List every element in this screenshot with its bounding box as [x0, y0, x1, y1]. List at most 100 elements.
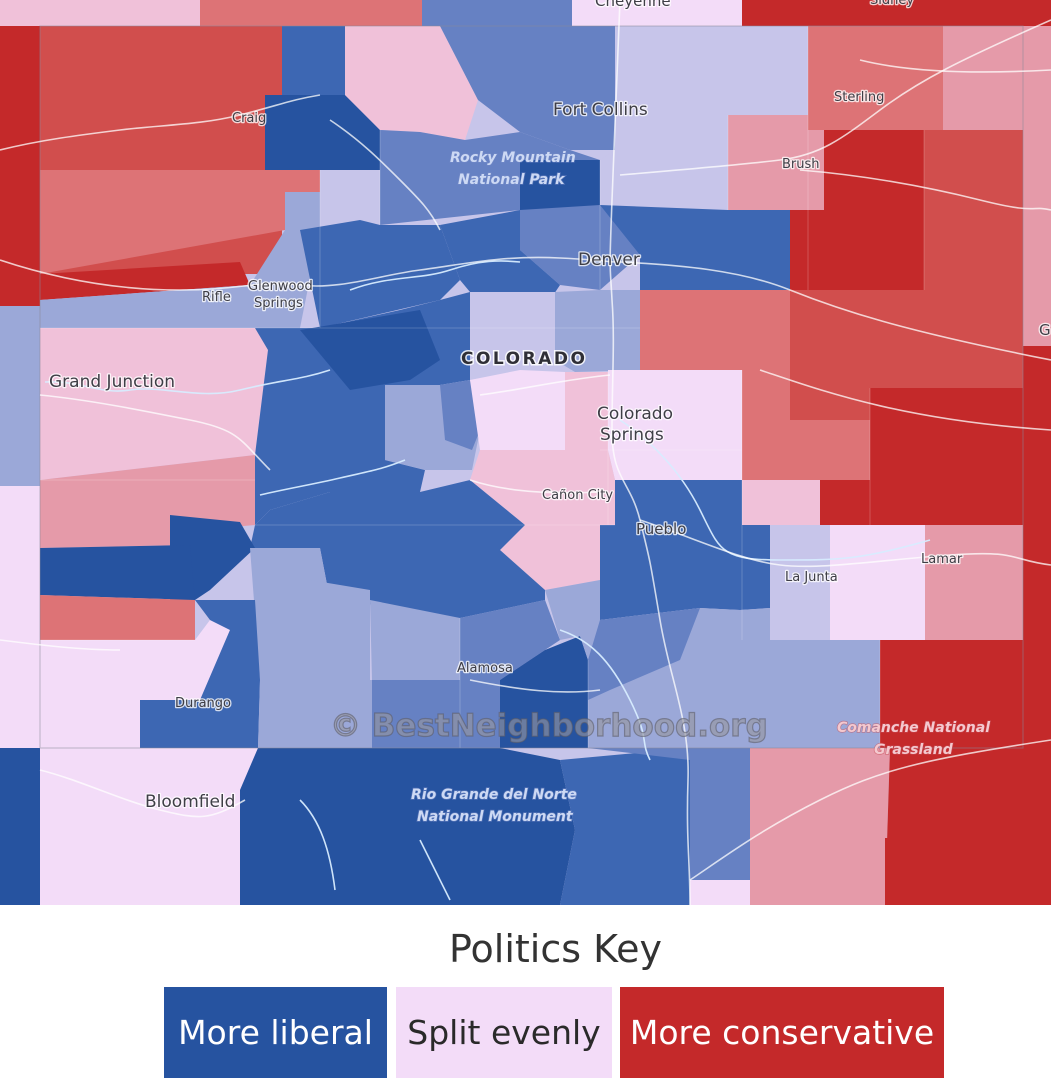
region [808, 26, 943, 130]
city-label: Cheyenne [595, 0, 671, 10]
city-label: Lamar [921, 552, 963, 567]
region [440, 26, 615, 150]
region [1023, 26, 1051, 346]
region [40, 262, 250, 300]
politics-map: Cheyenne Sidney Fort Collins Sterling Cr… [0, 0, 1051, 905]
region [925, 525, 1023, 640]
legend-item-more-liberal: More liberal [164, 987, 387, 1078]
legend-item-more-conservative: More conservative [620, 987, 944, 1078]
city-label: Craig [232, 111, 266, 126]
region [608, 370, 742, 480]
region [300, 310, 440, 390]
city-label: G [1039, 321, 1051, 339]
region [0, 748, 40, 905]
region [790, 210, 830, 290]
park-label: National Park [458, 172, 566, 188]
region [770, 525, 830, 640]
highways [0, 0, 1051, 905]
city-label: Fort Collins [553, 100, 648, 120]
region [440, 380, 480, 450]
city-label: Denver [578, 250, 640, 270]
state-label: COLORADO [461, 349, 587, 369]
region [300, 220, 460, 328]
region [600, 480, 770, 620]
region [588, 748, 750, 905]
region [372, 680, 500, 748]
region [140, 600, 260, 748]
region [258, 680, 372, 748]
region [742, 0, 1051, 26]
city-label: La Junta [785, 570, 838, 585]
city-label: Rifle [202, 290, 231, 305]
region [572, 0, 742, 26]
park-label: National Monument [417, 809, 574, 825]
region [422, 0, 572, 26]
city-label: Brush [782, 157, 820, 172]
county-regions [0, 0, 1051, 905]
region [40, 170, 320, 274]
politics-key: Politics Key More liberal Split evenly M… [0, 905, 1051, 1082]
region [790, 290, 1023, 420]
region [820, 480, 870, 525]
park-label: Rocky Mountain [450, 150, 576, 166]
city-label: Springs [600, 425, 664, 445]
region [200, 0, 422, 26]
region [40, 748, 258, 905]
region [750, 748, 890, 905]
region [943, 26, 1023, 130]
map-labels: Cheyenne Sidney Fort Collins Sterling Cr… [48, 0, 1051, 826]
region [370, 600, 460, 680]
region [40, 620, 230, 748]
city-label: Springs [254, 296, 303, 311]
city-label: Alamosa [457, 661, 513, 676]
region [0, 486, 40, 748]
region [470, 370, 565, 450]
region [240, 748, 575, 905]
colorado-state-border [39, 25, 1024, 749]
city-label: Glenwood [248, 279, 313, 294]
region [265, 95, 380, 170]
region [40, 192, 320, 328]
region [500, 636, 588, 748]
region [500, 525, 600, 590]
region [742, 480, 820, 525]
region [250, 480, 545, 620]
region [40, 595, 195, 640]
legend-label: More liberal [178, 1013, 373, 1052]
park-label: Rio Grande del Norte [411, 787, 577, 803]
region [824, 130, 924, 290]
region [885, 838, 1051, 905]
city-label: Sidney [870, 0, 914, 8]
region [555, 290, 640, 372]
watermark: © BestNeighborhood.org [330, 708, 768, 744]
region [588, 608, 700, 700]
region [460, 600, 560, 680]
region [0, 0, 200, 26]
rivers [44, 260, 931, 901]
city-label: Grand Junction [49, 372, 175, 392]
county-boundaries [40, 26, 925, 748]
region [830, 525, 925, 640]
region [924, 130, 1023, 290]
city-label: Cañon City [542, 488, 613, 503]
city-label: Durango [175, 696, 231, 711]
park-label: Comanche National [837, 720, 990, 736]
region [728, 115, 824, 210]
region [345, 26, 478, 140]
region [310, 580, 370, 680]
city-label: Colorado [597, 404, 673, 424]
region [870, 388, 1023, 525]
city-label: Pueblo [636, 520, 686, 538]
region [560, 748, 690, 905]
region [0, 26, 40, 306]
legend-item-split-evenly: Split evenly [396, 987, 612, 1078]
region [600, 26, 808, 210]
region [470, 450, 615, 525]
region [470, 292, 555, 380]
legend-label: Split evenly [407, 1013, 601, 1052]
map-canvas: Cheyenne Sidney Fort Collins Sterling Cr… [0, 0, 1051, 905]
city-label: Sterling [834, 90, 884, 105]
region [40, 545, 195, 600]
region [880, 640, 1023, 748]
legend-title: Politics Key [448, 927, 663, 971]
